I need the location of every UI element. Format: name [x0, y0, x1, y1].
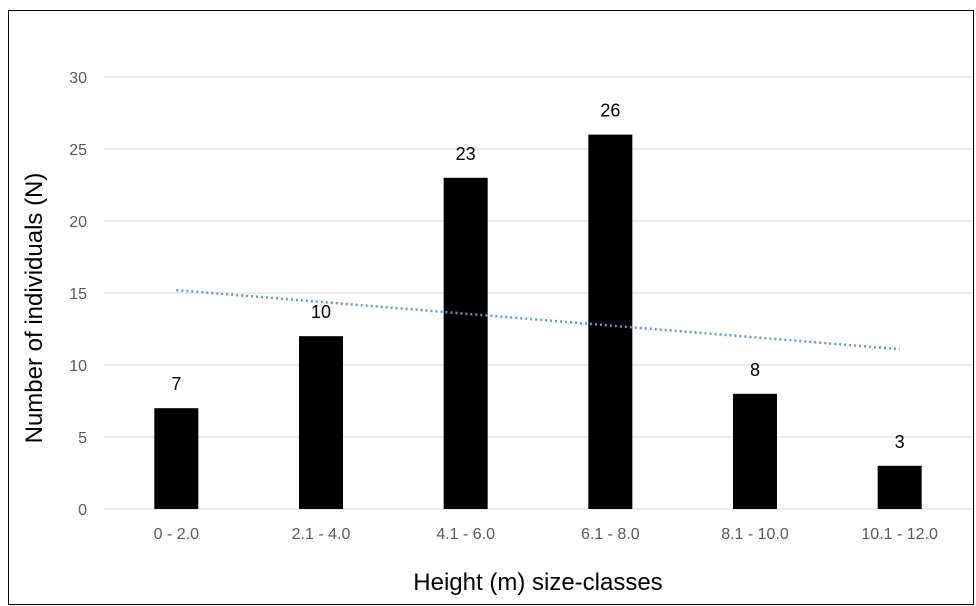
x-axis-title: Height (m) size-classes	[413, 569, 662, 596]
y-tick-label: 0	[78, 502, 87, 519]
data-label: 3	[895, 432, 905, 452]
data-label: 26	[600, 101, 620, 121]
bars	[154, 135, 921, 509]
y-axis-title: Number of individuals (N)	[21, 173, 48, 444]
bar-chart: 0 5 10 15 20 25 30 7 10 23 26 8 3 0 - 2.0 2.1 - 4.0 4…	[9, 11, 972, 603]
data-label: 7	[171, 374, 181, 394]
data-label: 23	[456, 144, 476, 164]
y-tick-label: 25	[69, 142, 87, 159]
bar-3	[588, 135, 632, 509]
bar-2	[444, 178, 488, 509]
x-tick-label: 10.1 - 12.0	[861, 526, 938, 543]
x-tick-label: 6.1 - 8.0	[581, 526, 640, 543]
y-tick-label: 5	[78, 430, 87, 447]
bar-5	[878, 466, 922, 509]
chart-frame: 0 5 10 15 20 25 30 7 10 23 26 8 3 0 - 2.0 2.1 - 4.0 4…	[8, 10, 974, 605]
bar-4	[733, 394, 777, 509]
x-tick-label: 8.1 - 10.0	[721, 526, 789, 543]
data-label: 8	[750, 360, 760, 380]
y-tick-label: 10	[69, 358, 87, 375]
data-label: 10	[311, 302, 331, 322]
data-labels: 7 10 23 26 8 3	[171, 101, 904, 452]
trendline	[176, 290, 899, 349]
x-tick-label: 2.1 - 4.0	[292, 526, 351, 543]
y-tick-label: 30	[69, 70, 87, 87]
x-tick-label: 0 - 2.0	[154, 526, 199, 543]
x-tick-label: 4.1 - 6.0	[436, 526, 495, 543]
y-tick-label: 20	[69, 214, 87, 231]
gridlines	[104, 77, 972, 509]
bar-0	[154, 408, 198, 509]
bar-1	[299, 336, 343, 509]
y-tick-label: 15	[69, 286, 87, 303]
x-axis-ticks: 0 - 2.0 2.1 - 4.0 4.1 - 6.0 6.1 - 8.0 8.1 - …	[154, 526, 938, 543]
y-axis-ticks: 0 5 10 15 20 25 30	[69, 70, 87, 519]
